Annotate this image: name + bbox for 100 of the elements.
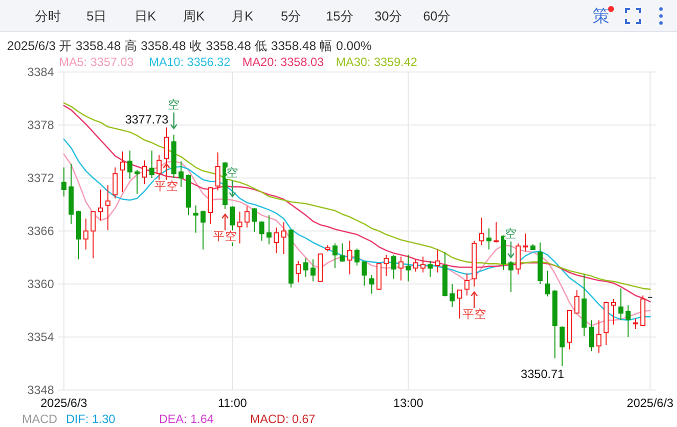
y-tick-label: 3354: [27, 330, 54, 344]
candlestick: [588, 320, 594, 352]
candlestick: [105, 184, 110, 231]
text: DEA: 1.64: [159, 412, 214, 426]
candlestick: [61, 166, 66, 198]
text: 月K: [232, 8, 254, 24]
candlestick: [362, 260, 367, 286]
candlestick: [112, 166, 118, 199]
candlestick: [200, 210, 206, 250]
candlestick: [354, 248, 360, 266]
candlestick: [149, 150, 154, 178]
candlestick: [406, 254, 411, 282]
candlestick: [215, 152, 220, 191]
text: 策: [592, 6, 610, 26]
candlestick: [479, 217, 484, 246]
candlestick: [193, 204, 198, 234]
candlestick: [413, 258, 418, 272]
candlestick: [428, 260, 433, 278]
text: 日K: [134, 8, 156, 24]
candlestick: [171, 134, 176, 178]
y-tick-label: 3360: [27, 277, 54, 291]
candlestick: [325, 244, 330, 252]
text: 15分: [326, 8, 354, 24]
candlestick: [208, 186, 213, 224]
candlestick: [626, 304, 631, 338]
candlestick: [442, 252, 448, 297]
chart-subtitle: 2025/6/3 开 3358.48 高 3358.48 收 3358.48 低 3358.48 幅 0.00%: [7, 38, 372, 53]
annotation: 平空: [462, 306, 486, 321]
candlestick: [259, 220, 264, 242]
text: 周K: [182, 8, 205, 24]
candlestick: [68, 163, 74, 224]
x-tick-label: 2025/6/3: [40, 396, 88, 410]
candlestick: [120, 151, 126, 193]
candlestick: [222, 162, 228, 210]
candlestick: [142, 160, 148, 185]
candlestick: [244, 206, 250, 228]
candlestick: [530, 244, 536, 250]
y-tick-label: 3366: [27, 224, 54, 238]
text: 5分: [280, 8, 302, 24]
text: 3377.73: [125, 112, 168, 126]
y-tick-label: 3372: [27, 171, 54, 185]
candlestick: [384, 254, 389, 277]
x-tick-label: 2025/6/3: [626, 396, 674, 410]
candlestick: [610, 298, 616, 326]
candlestick: [604, 301, 609, 346]
candlestick: [632, 318, 638, 330]
candlestick: [574, 290, 580, 314]
candlestick: [582, 274, 587, 337]
candlestick: [494, 222, 499, 243]
text: 3350.71: [520, 367, 564, 382]
candlestick: [252, 208, 257, 232]
candlestick: [420, 256, 426, 274]
annotation: 空: [168, 98, 180, 112]
candlestick: [98, 188, 104, 221]
candlestick: [178, 160, 184, 188]
text: MACD: 0.67: [250, 412, 316, 426]
annotation: 平空: [154, 178, 178, 193]
candlestick: [186, 174, 191, 216]
candlestick: [288, 228, 294, 288]
candlestick: [457, 290, 462, 319]
text: MACD: [22, 412, 58, 426]
candlestick: [76, 210, 82, 260]
candlestick: [274, 226, 279, 254]
candlestick: [376, 263, 382, 291]
candlestick: [552, 290, 558, 359]
candlestick: [398, 256, 404, 281]
x-tick-label: 13:00: [393, 396, 424, 410]
candlestick: [127, 150, 132, 180]
candlestick: [318, 253, 323, 282]
candlestick: [281, 222, 286, 254]
text: 60分: [423, 8, 451, 24]
candlestick: [450, 284, 455, 308]
candlestick: [464, 272, 470, 296]
candlestick: [544, 270, 550, 297]
candlestick: [90, 211, 96, 259]
candlestick: [303, 258, 308, 278]
x-tick-label: 11:00: [218, 396, 248, 410]
text: 30分: [374, 8, 402, 24]
candlestick: [391, 254, 396, 280]
text: 5日: [86, 8, 107, 24]
candlestick: [501, 234, 506, 270]
candlestick: [310, 258, 316, 282]
candlestick: [435, 249, 440, 274]
candlestick: [340, 242, 345, 262]
candlestick: [347, 240, 352, 275]
candlestick: [134, 170, 140, 194]
candlestick: [508, 260, 514, 292]
y-tick-label: 3384: [27, 65, 54, 79]
y-tick-label: 3348: [27, 383, 54, 397]
candlestick: [296, 260, 301, 283]
candlestick: [596, 320, 602, 354]
candlestick: [266, 214, 272, 245]
y-tick-label: 3378: [27, 118, 54, 132]
candlestick: [618, 288, 624, 321]
candlestick: [369, 274, 374, 294]
candlestick: [486, 228, 492, 250]
candlestick: [472, 240, 477, 288]
candlestick: [566, 310, 572, 350]
annotation: 空: [504, 226, 517, 240]
candlestick: [516, 242, 521, 275]
